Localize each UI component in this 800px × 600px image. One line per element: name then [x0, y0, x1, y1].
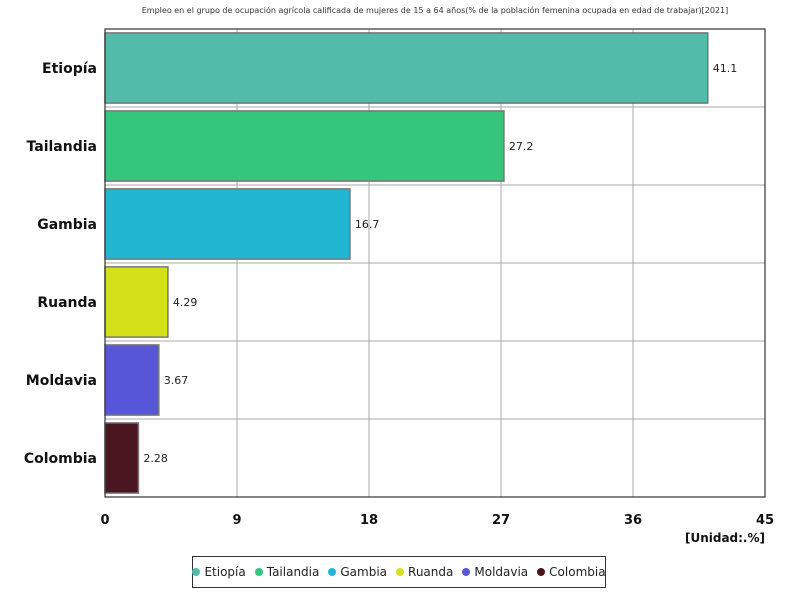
labels: 0 9 18 27 36 45 Etiopía 41.1 Tailandia 27.2 Gambia… — [24, 61, 774, 528]
legend-item: Colombia — [537, 565, 606, 579]
legend-item: Etiopía — [192, 565, 246, 579]
legend-swatch — [192, 568, 201, 576]
legend-swatch — [462, 568, 471, 576]
bar-colombia — [104, 422, 140, 494]
legend-item: Moldavia — [462, 565, 528, 579]
data-label: 41.1 — [713, 62, 738, 75]
bar-tailandia — [104, 110, 505, 182]
data-label: 16.7 — [355, 218, 380, 231]
legend-swatch — [328, 568, 337, 576]
category-label: Gambia — [37, 217, 97, 233]
x-tick-label: 36 — [624, 513, 642, 528]
bar-moldavia — [104, 344, 160, 416]
legend-item: Ruanda — [396, 565, 453, 579]
legend-swatch — [396, 568, 405, 576]
x-tick-label: 27 — [492, 513, 510, 528]
legend-label: Moldavia — [474, 565, 529, 579]
data-label: 27.2 — [509, 140, 534, 153]
category-label: Tailandia — [27, 139, 97, 155]
chart: Empleo en el grupo de ocupación agrícola… — [24, 5, 774, 545]
data-label: 2.28 — [143, 452, 168, 465]
data-label: 3.67 — [164, 374, 189, 387]
legend-swatch — [537, 568, 546, 576]
chart-title: Empleo en el grupo de ocupación agrícola… — [142, 5, 728, 15]
bar-ruanda — [104, 266, 169, 338]
unit-label: [Unidad:.%] — [685, 531, 765, 545]
bar-gambia — [104, 188, 351, 260]
legend: Etiopía Tailandia Gambia Ruanda Moldavia Colo… — [192, 556, 606, 588]
category-label: Etiopía — [42, 61, 97, 77]
x-tick-label: 0 — [100, 513, 109, 528]
x-tick-label: 18 — [360, 513, 378, 528]
x-tick-label: 9 — [232, 513, 241, 528]
plot-frame — [104, 28, 766, 498]
legend-swatch — [254, 568, 263, 576]
x-tick-label: 45 — [756, 513, 774, 528]
legend-label: Colombia — [549, 565, 606, 579]
legend-item: Tailandia — [254, 565, 320, 579]
legend-label: Tailandia — [266, 565, 320, 579]
category-label: Moldavia — [26, 373, 97, 389]
legend-label: Etiopía — [204, 565, 246, 579]
legend-item: Gambia — [328, 565, 387, 579]
category-label: Ruanda — [37, 295, 97, 311]
data-label: 4.29 — [173, 296, 198, 309]
legend-label: Ruanda — [408, 565, 454, 579]
bar-etiopía — [104, 32, 709, 104]
legend-label: Gambia — [340, 565, 388, 579]
category-label: Colombia — [24, 451, 97, 467]
